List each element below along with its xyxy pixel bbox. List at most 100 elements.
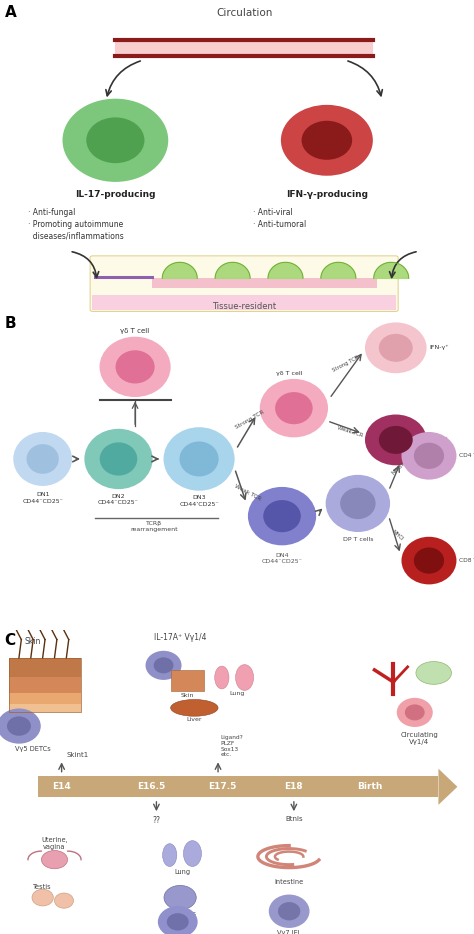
Text: ??: ?? (153, 815, 160, 825)
Text: E18: E18 (284, 783, 303, 791)
Ellipse shape (215, 666, 229, 689)
Polygon shape (268, 262, 303, 278)
Ellipse shape (167, 913, 189, 930)
Ellipse shape (326, 474, 390, 532)
Ellipse shape (164, 427, 235, 490)
Ellipse shape (416, 661, 451, 685)
Text: Vγ7 IEL: Vγ7 IEL (277, 930, 301, 934)
Ellipse shape (171, 700, 218, 716)
Text: Uterine,
vagina: Uterine, vagina (41, 837, 68, 850)
Text: Skin: Skin (181, 693, 194, 698)
Text: IL-17⁺: IL-17⁺ (429, 437, 447, 443)
Bar (38, 776, 438, 798)
Text: IFN-γ-producing: IFN-γ-producing (286, 190, 368, 199)
Bar (92, 295, 396, 310)
Polygon shape (162, 262, 197, 278)
Text: Weak TCR: Weak TCR (337, 426, 363, 438)
Text: Strong TCR: Strong TCR (235, 409, 265, 430)
Text: Ligand?
PLZF
Sox13
etc.: Ligand? PLZF Sox13 etc. (220, 735, 243, 757)
Ellipse shape (63, 99, 168, 182)
Text: B: B (5, 316, 17, 331)
Ellipse shape (401, 432, 456, 480)
Text: MHCI: MHCI (391, 529, 404, 542)
Ellipse shape (55, 893, 73, 908)
Text: E16.5: E16.5 (137, 783, 166, 791)
Ellipse shape (154, 658, 173, 673)
Ellipse shape (163, 843, 177, 867)
Text: C: C (5, 633, 16, 648)
Ellipse shape (158, 906, 198, 934)
Ellipse shape (260, 379, 328, 437)
Ellipse shape (32, 889, 53, 906)
Text: E17.5: E17.5 (209, 783, 237, 791)
Ellipse shape (180, 442, 219, 476)
Ellipse shape (275, 392, 313, 424)
Text: IFN-γ⁺: IFN-γ⁺ (429, 346, 448, 350)
Ellipse shape (405, 704, 425, 720)
Text: Btnls: Btnls (285, 815, 303, 822)
Text: E14: E14 (52, 783, 71, 791)
Text: Vγ5 DETCs: Vγ5 DETCs (15, 745, 51, 752)
Ellipse shape (263, 500, 301, 532)
Text: MHCII: MHCII (391, 461, 406, 475)
Text: TCRβ
rearrangement: TCRβ rearrangement (130, 521, 178, 532)
Polygon shape (321, 262, 356, 278)
Ellipse shape (100, 336, 171, 397)
Ellipse shape (397, 698, 433, 727)
Ellipse shape (379, 426, 413, 454)
Ellipse shape (116, 350, 155, 384)
Text: Skin: Skin (25, 637, 41, 645)
Text: Meninges: Meninges (164, 911, 196, 917)
Polygon shape (438, 769, 457, 805)
Text: DN3
CD44’CD25⁻: DN3 CD44’CD25⁻ (179, 495, 219, 506)
Text: Testis: Testis (33, 884, 52, 890)
Text: Birth: Birth (357, 783, 383, 791)
Ellipse shape (183, 841, 201, 867)
Text: Skint1: Skint1 (66, 752, 89, 758)
Ellipse shape (281, 105, 373, 176)
Ellipse shape (414, 443, 444, 469)
Bar (9, 693, 81, 704)
Text: A: A (5, 5, 17, 20)
Text: · Anti-viral
· Anti-tumoral: · Anti-viral · Anti-tumoral (253, 208, 307, 229)
Ellipse shape (164, 885, 196, 910)
Text: γδ T cell: γδ T cell (120, 328, 150, 333)
Ellipse shape (301, 120, 352, 160)
Ellipse shape (236, 665, 254, 690)
Polygon shape (215, 262, 250, 278)
Text: Lung: Lung (229, 691, 245, 696)
Bar (115, 40, 373, 55)
Text: DP T cells: DP T cells (343, 537, 373, 542)
Text: Circulation: Circulation (216, 7, 272, 18)
Ellipse shape (42, 851, 67, 869)
Bar (152, 278, 377, 288)
Ellipse shape (414, 547, 444, 573)
Bar (9, 658, 81, 713)
Ellipse shape (86, 118, 145, 163)
Ellipse shape (379, 333, 413, 361)
Text: αβ T cell: αβ T cell (269, 512, 295, 517)
Text: Strong TCR: Strong TCR (332, 355, 360, 373)
Ellipse shape (13, 432, 72, 486)
Text: γδ T cell: γδ T cell (276, 372, 302, 376)
Bar (9, 704, 81, 713)
Ellipse shape (340, 488, 375, 519)
Text: Circulating
Vγ1/4: Circulating Vγ1/4 (401, 732, 438, 745)
Text: CD8 T cell: CD8 T cell (459, 559, 474, 563)
FancyBboxPatch shape (90, 256, 398, 311)
Text: Tissue-resident: Tissue-resident (212, 303, 276, 311)
Text: Lung: Lung (174, 869, 191, 875)
Text: Weak TCR: Weak TCR (234, 483, 262, 502)
Ellipse shape (248, 487, 316, 545)
Bar (9, 677, 81, 693)
Ellipse shape (100, 443, 137, 475)
Text: Intestine: Intestine (274, 880, 304, 885)
Text: · Anti-fungal
· Promoting autoimmune
  diseases/inflammations: · Anti-fungal · Promoting autoimmune dis… (28, 208, 124, 241)
Text: DN4
CD44⁻CD25⁻: DN4 CD44⁻CD25⁻ (262, 553, 302, 564)
Ellipse shape (7, 716, 31, 736)
Ellipse shape (365, 415, 427, 465)
Text: Liver: Liver (187, 717, 202, 722)
Ellipse shape (401, 537, 456, 585)
Text: IL-17A⁺ Vγ1/4: IL-17A⁺ Vγ1/4 (154, 633, 206, 643)
Ellipse shape (146, 651, 182, 680)
